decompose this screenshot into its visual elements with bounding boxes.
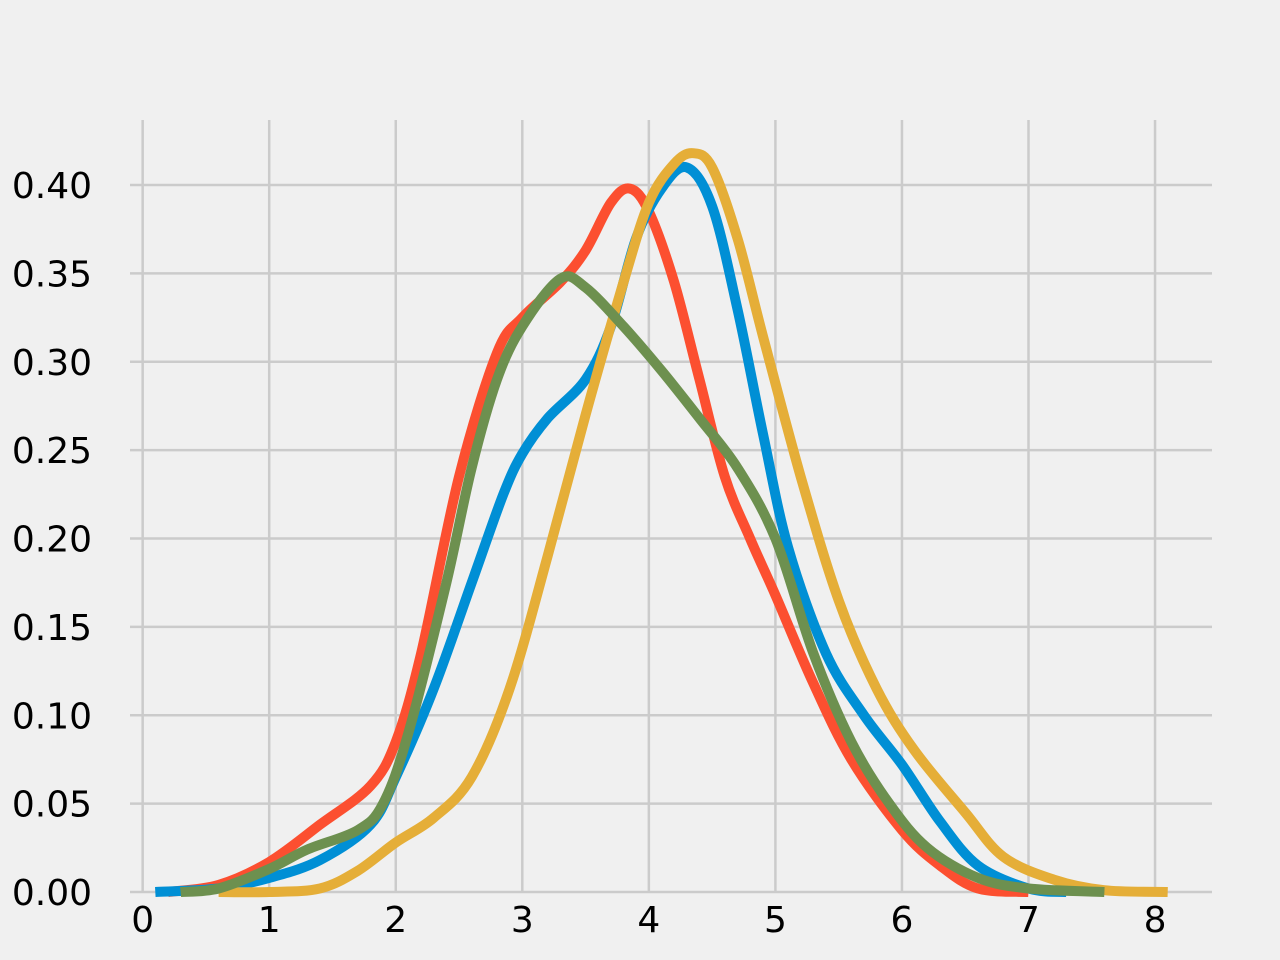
y-tick-label: 0.30 — [12, 343, 92, 384]
x-tick-label: 7 — [1017, 900, 1040, 941]
x-tick-label: 4 — [637, 900, 660, 941]
series-group — [155, 148, 1168, 898]
x-tick-label: 3 — [511, 900, 534, 941]
y-tick-label: 0.05 — [12, 785, 92, 826]
y-tick-label: 0.25 — [12, 431, 92, 472]
x-tick-label: 1 — [258, 900, 281, 941]
series-line-1 — [167, 183, 1029, 897]
series-line-4 — [180, 271, 1105, 897]
y-tick-label: 0.00 — [12, 873, 92, 914]
y-tick-label: 0.10 — [12, 696, 92, 737]
x-tick-label: 5 — [764, 900, 787, 941]
x-axis-ticks: 0 1 2 3 4 5 6 7 8 — [131, 900, 1166, 941]
y-tick-label: 0.35 — [12, 254, 92, 295]
y-tick-label: 0.40 — [12, 166, 92, 207]
y-tick-label: 0.15 — [12, 608, 92, 649]
x-tick-label: 0 — [131, 900, 154, 941]
x-tick-label: 2 — [384, 900, 407, 941]
series-line-3 — [218, 148, 1168, 898]
x-tick-label: 8 — [1144, 900, 1167, 941]
y-tick-label: 0.20 — [12, 520, 92, 561]
y-axis-ticks: 0.00 0.05 0.10 0.15 0.20 0.25 0.30 0.35 0.40 — [12, 166, 92, 914]
x-tick-label: 6 — [891, 900, 914, 941]
